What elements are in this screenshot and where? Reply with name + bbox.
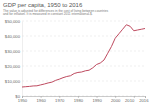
x-tick: 2010 (125, 96, 135, 103)
grid-line (22, 51, 145, 52)
y-axis: $0$10,000$20,000$30,000$40,000$50,000 (5, 19, 23, 99)
x-tick: 2016 (139, 96, 149, 103)
data-line (22, 25, 145, 87)
y-tick: $50,000 (5, 19, 22, 24)
y-tick-label: $20,000 (5, 64, 21, 69)
x-tick: 1990 (92, 96, 102, 103)
x-tick-label: 2016 (139, 98, 149, 103)
x-tick-label: 1990 (92, 98, 102, 103)
x-tick-label: 1980 (74, 98, 84, 103)
y-tick: $40,000 (5, 34, 22, 39)
y-tick-label: $50,000 (5, 19, 21, 24)
grid (22, 21, 145, 96)
x-tick: 1950 (18, 96, 28, 103)
title: GDP per capita, 1950 to 2016 (3, 2, 83, 8)
x-tick: 1960 (36, 96, 46, 103)
x-tick-label: 1970 (55, 98, 65, 103)
chart: GDP per capita, 1950 to 2016The value is… (0, 0, 150, 106)
grid-line (22, 21, 145, 22)
x-tick-label: 1960 (36, 98, 46, 103)
x-tick: 1970 (55, 96, 65, 103)
grid-line (22, 81, 145, 82)
y-tick-label: $30,000 (5, 49, 21, 54)
y-tick: $20,000 (5, 64, 22, 69)
grid-line (22, 66, 145, 67)
y-tick: $10,000 (5, 79, 22, 84)
x-tick: 2000 (111, 96, 121, 103)
y-tick-label: $40,000 (5, 34, 21, 39)
plot-area (22, 25, 145, 87)
y-tick-label: $10,000 (5, 79, 21, 84)
y-axis-line (22, 22, 23, 97)
subtitle: The value is adjusted for differences in… (3, 9, 108, 17)
x-tick: 1980 (74, 96, 84, 103)
x-tick-label: 2010 (125, 98, 135, 103)
x-axis: 1950 1960 1970 1980 1990 2000 2010 2016 (18, 96, 149, 103)
y-tick: $30,000 (5, 49, 22, 54)
x-tick-label: 2000 (111, 98, 121, 103)
grid-line (22, 36, 145, 37)
x-tick-label: 1950 (18, 98, 28, 103)
